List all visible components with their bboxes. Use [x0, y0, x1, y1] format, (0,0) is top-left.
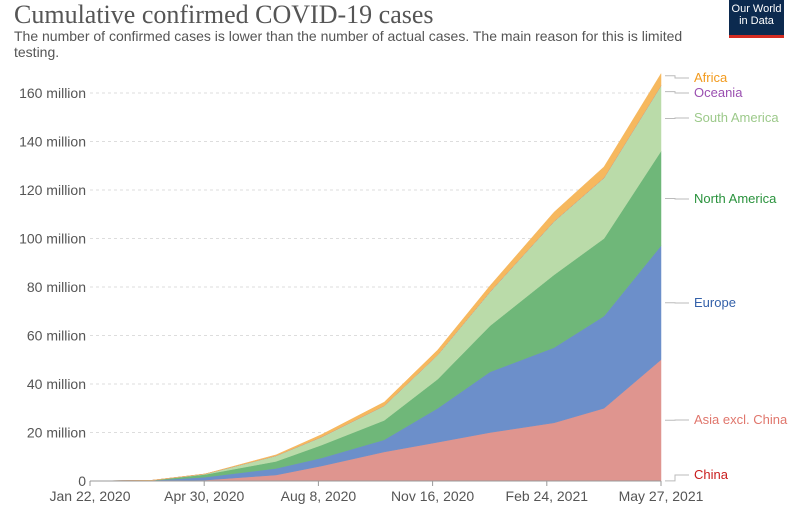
series-label: South America: [694, 110, 779, 125]
y-tick-label: 120 million: [19, 182, 86, 198]
y-tick-label: 80 million: [27, 279, 86, 295]
series-label: China: [694, 467, 729, 482]
x-tick-label: Jan 22, 2020: [50, 488, 131, 504]
y-tick-label: 40 million: [27, 376, 86, 392]
series-label: Africa: [694, 70, 728, 85]
owid-logo[interactable]: Our World in Data: [729, 0, 784, 38]
area-africa: [89, 72, 662, 482]
series-label: Asia excl. China: [694, 412, 788, 427]
label-connector: [665, 91, 689, 94]
x-tick-label: May 27, 2021: [619, 488, 704, 504]
y-tick-label: 160 million: [19, 85, 86, 101]
label-connector: [665, 474, 689, 482]
label-connector: [665, 75, 689, 79]
series-label: North America: [694, 191, 777, 206]
chart-subtitle: The number of confirmed cases is lower t…: [14, 28, 683, 60]
x-tick-label: Feb 24, 2021: [506, 488, 589, 504]
y-tick-label: 0: [78, 473, 86, 489]
y-tick-label: 60 million: [27, 328, 86, 344]
x-tick-label: Nov 16, 2020: [391, 488, 474, 504]
logo-text: Our World in Data: [731, 3, 782, 27]
y-tick-label: 140 million: [19, 134, 86, 150]
y-tick-label: 20 million: [27, 425, 86, 441]
chart-title: Cumulative confirmed COVID-19 cases: [14, 0, 434, 29]
x-tick-label: Apr 30, 2020: [164, 488, 244, 504]
series-label: Europe: [694, 295, 736, 310]
y-tick-label: 100 million: [19, 231, 86, 247]
label-connector: [665, 197, 689, 200]
x-tick-label: Aug 8, 2020: [281, 488, 357, 504]
series-label: Oceania: [694, 85, 743, 100]
